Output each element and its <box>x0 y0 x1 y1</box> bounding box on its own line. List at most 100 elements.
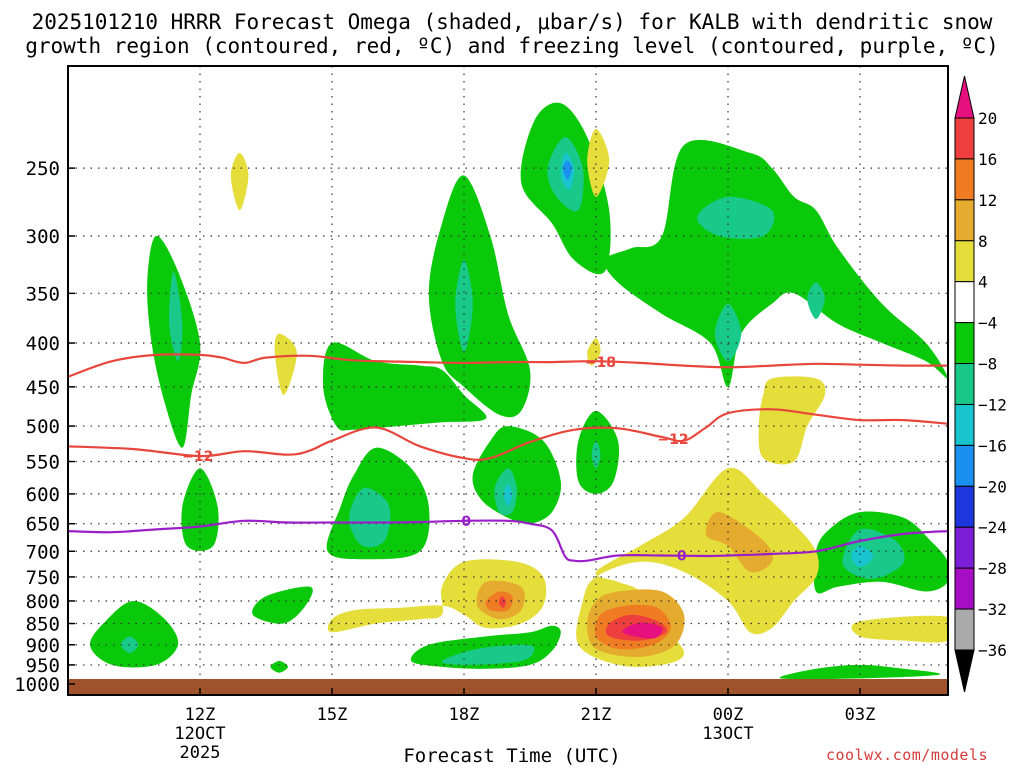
omega-region <box>270 661 288 673</box>
x-tick-label: 03Z <box>845 705 876 725</box>
omega-region <box>705 512 773 573</box>
omega-region <box>230 152 249 211</box>
colorbar-label: −20 <box>978 477 1007 496</box>
colorbar-label: −36 <box>978 641 1007 660</box>
x-tick-label: 18Z <box>449 705 480 725</box>
x-tick-date-label: 13OCT <box>702 724 753 744</box>
omega-region <box>604 139 948 387</box>
contour-labels: −18 −12 −12 0 0 <box>182 355 688 565</box>
contour-lines <box>68 353 948 563</box>
omega-region <box>349 487 391 548</box>
colorbar-swatch <box>954 444 975 487</box>
colorbar-swatch <box>954 240 975 283</box>
omega-shading <box>89 102 948 680</box>
chart-title-line1: 2025101210 HRRR Forecast Omega (shaded, … <box>31 10 993 34</box>
y-tick-label: 850 <box>26 614 60 636</box>
y-tick-label: 500 <box>26 416 60 438</box>
contour-label: −18 <box>585 355 616 371</box>
omega-region <box>714 303 742 362</box>
y-tick-label: 650 <box>26 514 60 536</box>
y-tick-label: 250 <box>26 158 60 180</box>
omega-region <box>758 376 826 465</box>
colorbar-label: 20 <box>978 109 997 128</box>
temperature-contour <box>68 353 948 378</box>
omega-region <box>807 282 825 319</box>
omega-region <box>485 591 513 612</box>
y-tick-label: 300 <box>26 226 60 248</box>
colorbar-swatch <box>954 403 975 446</box>
colorbar-top-arrow <box>954 75 975 119</box>
y-tick-label: 800 <box>26 591 60 613</box>
colorbar-swatch <box>954 567 975 610</box>
omega-region <box>779 664 941 680</box>
x-tick-label: 15Z <box>317 705 348 725</box>
omega-region <box>587 128 610 197</box>
colorbar-swatch <box>954 117 975 160</box>
y-tick-label: 350 <box>26 283 60 305</box>
y-tick-label: 750 <box>26 567 60 589</box>
omega-region <box>503 484 513 507</box>
colorbar-label: −4 <box>978 314 997 333</box>
colorbar: 20 16 12 8 4 −4 −8 −12 −16 −20 −24 −28 −32 −36 <box>954 75 1007 693</box>
plot-frame <box>67 65 949 696</box>
contour-label-text: −12 <box>182 449 213 465</box>
credit-link[interactable]: coolwx.com/models <box>826 746 989 764</box>
y-tick-label: 450 <box>26 377 60 399</box>
omega-region <box>697 196 775 239</box>
contour-label: −12 <box>657 432 688 448</box>
colorbar-swatch <box>954 363 975 405</box>
colorbar-label: −28 <box>978 559 1007 578</box>
colorbar-label: −32 <box>978 600 1007 619</box>
colorbar-label: −12 <box>978 395 1007 414</box>
colorbar-swatch <box>954 608 975 651</box>
contour-label: 0 <box>677 549 687 565</box>
contour-label-text: 0 <box>461 514 471 530</box>
omega-region <box>252 586 313 624</box>
colorbar-swatch <box>954 526 975 569</box>
y-tick-label: 400 <box>26 333 60 355</box>
freezing-level-contour <box>68 519 948 563</box>
omega-region <box>499 596 506 608</box>
x-tick-year-label: 2025 <box>180 743 221 763</box>
colorbar-swatch <box>954 281 975 324</box>
colorbar-label: 4 <box>978 273 988 292</box>
contour-label: 0 <box>461 514 471 530</box>
y-tick-label: 550 <box>26 452 60 474</box>
colorbar-label: −8 <box>978 355 997 374</box>
contour-label-text: −18 <box>585 355 616 371</box>
colorbar-label: −16 <box>978 436 1007 455</box>
contour-label: −12 <box>182 449 213 465</box>
omega-region <box>441 644 535 665</box>
omega-region <box>428 175 531 418</box>
contour-label-text: −12 <box>657 432 688 448</box>
colorbar-label: 8 <box>978 232 988 251</box>
omega-region <box>622 622 663 639</box>
colorbar-swatch <box>954 158 975 201</box>
omega-region <box>274 333 297 395</box>
colorbar-label: 12 <box>978 191 997 210</box>
chart-title-line2: growth region (contoured, red, ºC) and f… <box>25 34 999 58</box>
x-tick-label: 21Z <box>581 705 612 725</box>
colorbar-swatch <box>954 485 975 528</box>
omega-region <box>563 160 572 180</box>
omega-region <box>472 426 562 524</box>
axes: 2503003504004505005506006507007508008509… <box>14 158 875 763</box>
x-tick-label: 00Z <box>713 705 744 725</box>
omega-region <box>120 636 139 653</box>
omega-region <box>587 338 601 366</box>
omega-region <box>169 271 183 362</box>
y-tick-label: 950 <box>26 655 60 677</box>
colorbar-label: −24 <box>978 518 1007 537</box>
y-tick-label: 700 <box>26 541 60 563</box>
y-tick-label: 600 <box>26 484 60 506</box>
x-axis-title: Forecast Time (UTC) <box>403 745 621 767</box>
y-tick-label: 900 <box>26 635 60 657</box>
colorbar-swatch <box>954 199 975 242</box>
omega-region <box>851 615 948 643</box>
colorbar-bottom-arrow <box>954 649 975 693</box>
x-tick-label: 12Z <box>185 705 216 725</box>
x-tick-date-label: 12OCT <box>174 724 225 744</box>
plot-border <box>67 65 949 696</box>
omega-region <box>322 342 487 431</box>
